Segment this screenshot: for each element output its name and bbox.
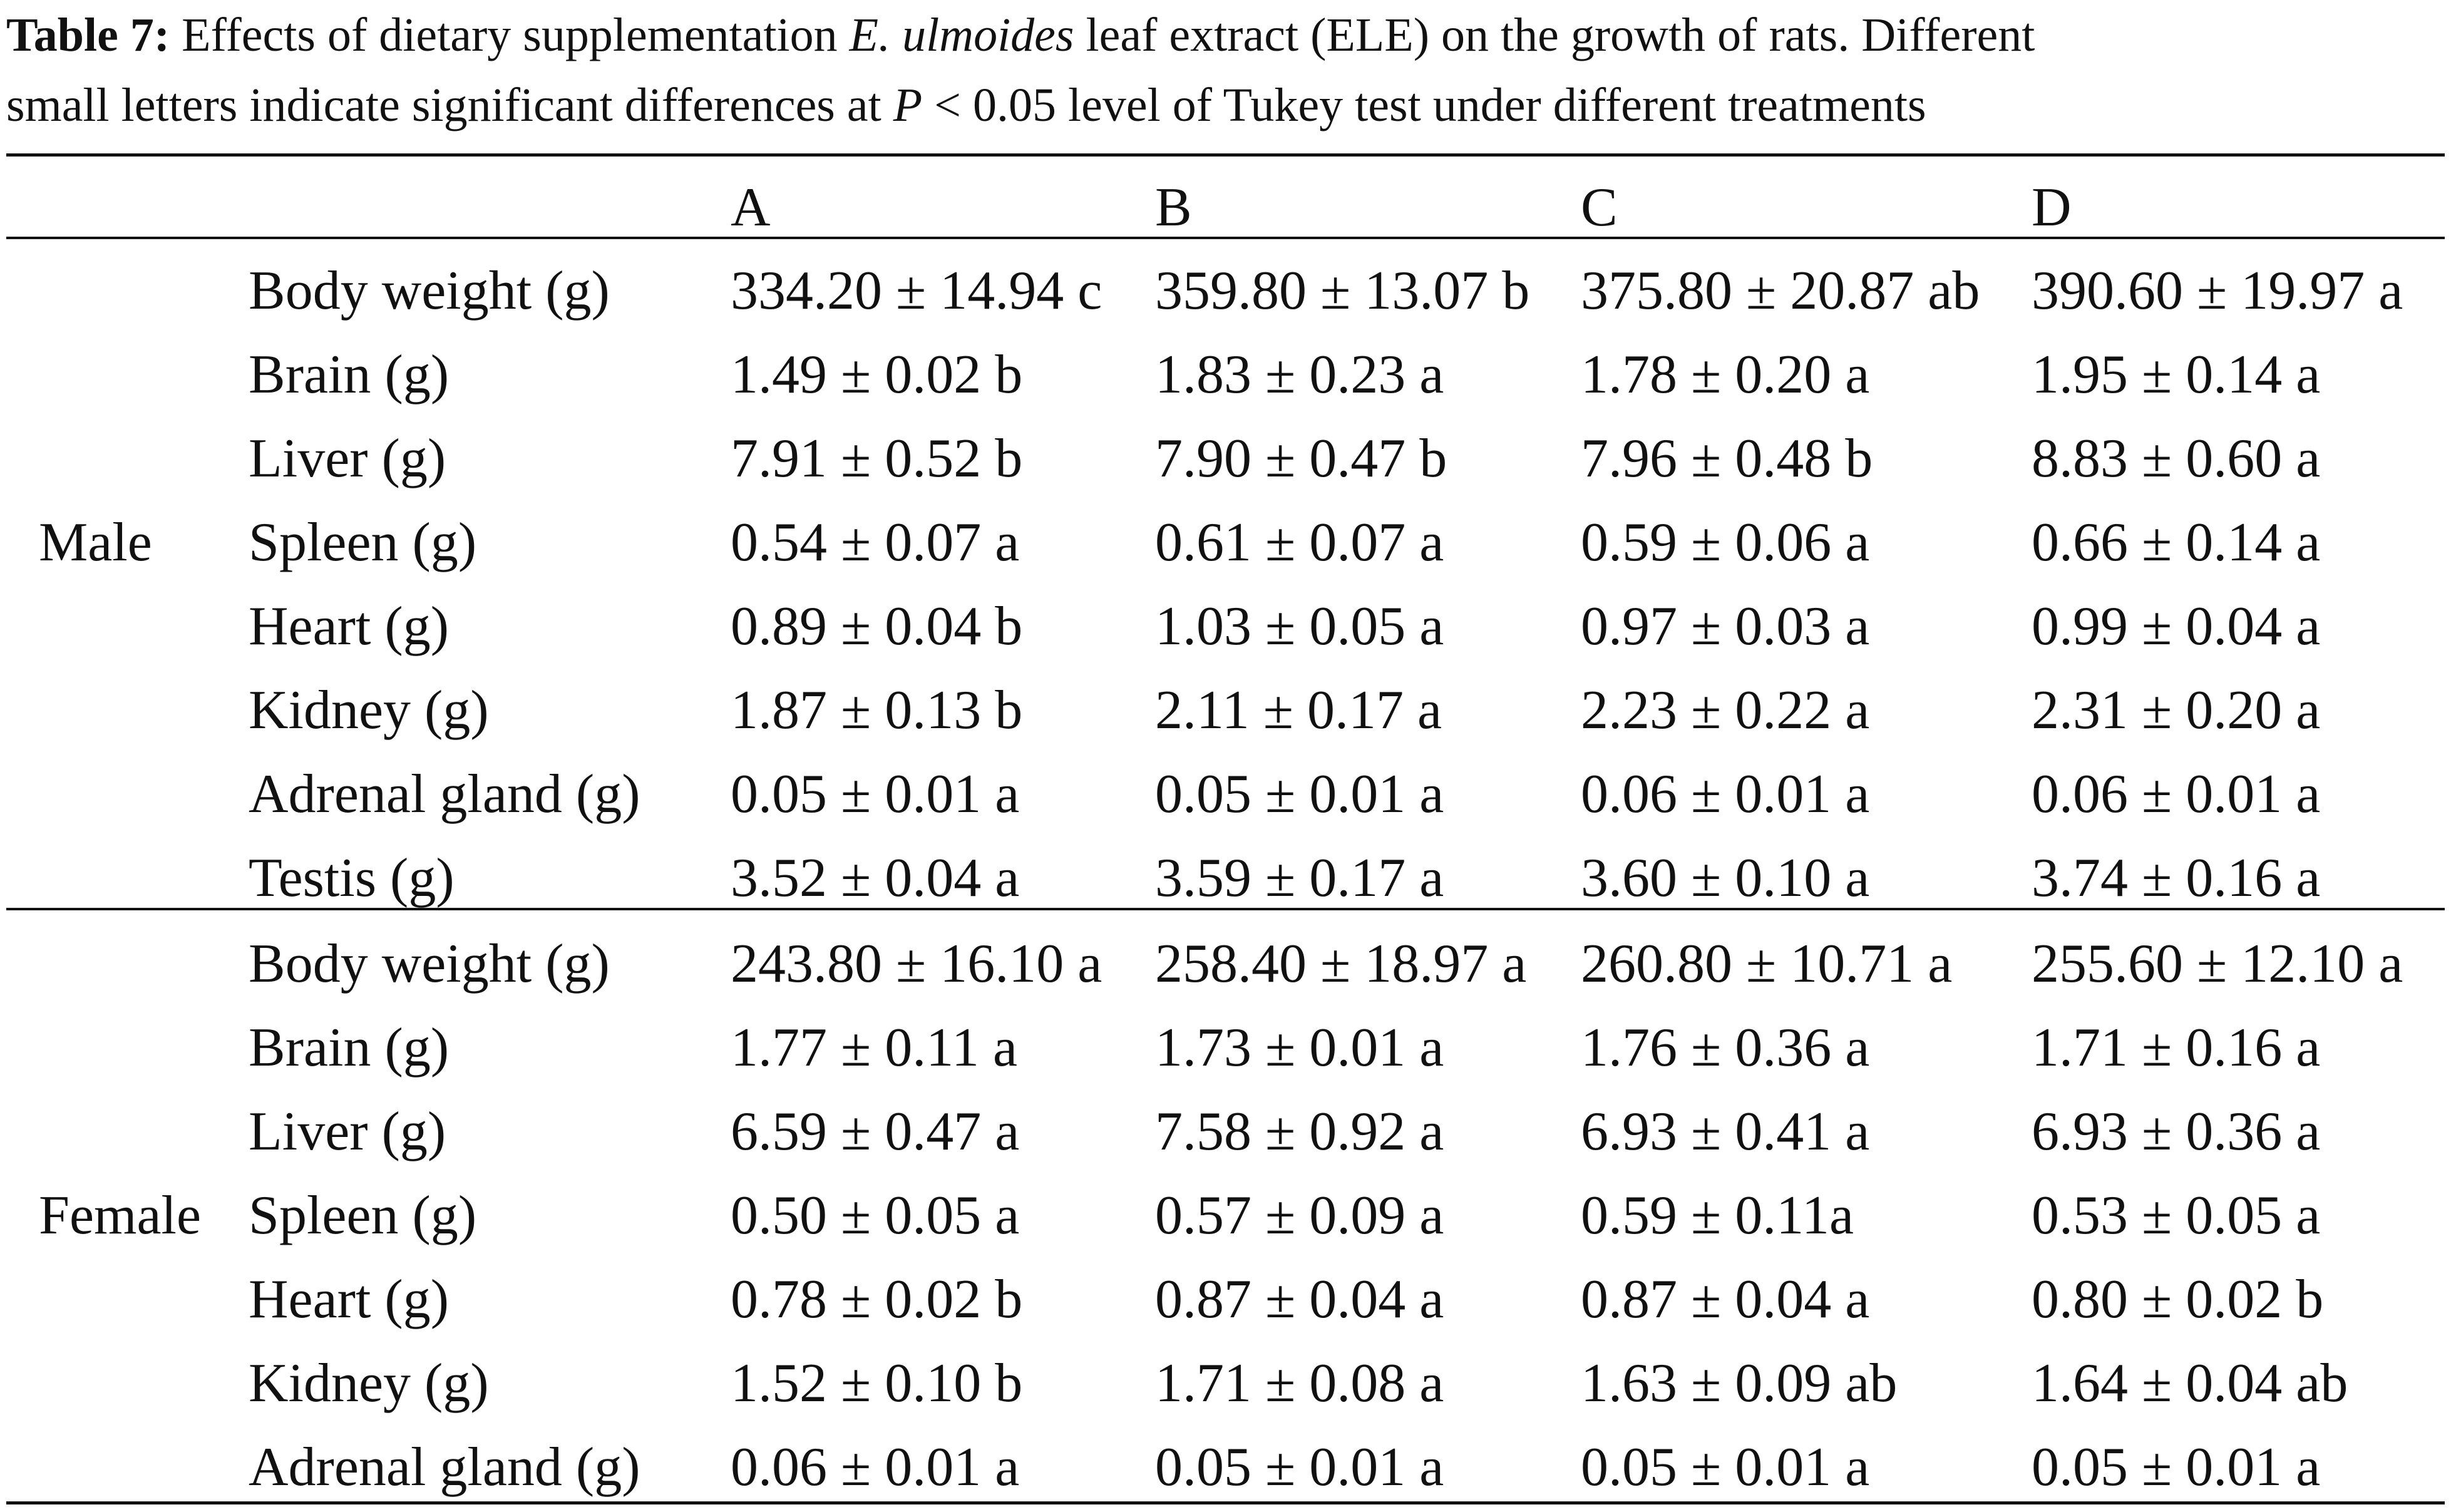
table-cell-value: 0.97 ± 0.03 a (1581, 596, 1870, 657)
table-cell-value: 7.91 ± 0.52 b (731, 428, 1023, 489)
table-cell-value: 0.57 ± 0.09 a (1155, 1185, 1444, 1246)
table-cell-value: 2.11 ± 0.17 a (1155, 680, 1442, 741)
table-cell-value: 7.96 ± 0.48 b (1581, 428, 1873, 489)
table-cell-value: 334.20 ± 14.94 c (731, 260, 1102, 321)
group-separator-rule (6, 908, 2445, 910)
caption-species: E. ulmoides (849, 9, 1074, 61)
table-cell-value: 6.93 ± 0.41 a (1581, 1101, 1870, 1162)
table-cell-value: 0.50 ± 0.05 a (731, 1185, 1020, 1246)
table-cell-value: 0.05 ± 0.01 a (1581, 1437, 1870, 1498)
caption-line-2: small letters indicate significant diffe… (6, 70, 2445, 140)
table-cell-value: 1.95 ± 0.14 a (2032, 344, 2321, 405)
table-cell-value: 258.40 ± 18.97 a (1155, 933, 1527, 994)
table-top-rule (6, 153, 2445, 157)
row-measure-label: Heart (g) (249, 1269, 450, 1330)
table-caption: Table 7: Effects of dietary supplementat… (6, 0, 2445, 140)
table-cell-value: 0.06 ± 0.01 a (1581, 764, 1870, 825)
table-cell-value: 1.78 ± 0.20 a (1581, 344, 1870, 405)
table-cell-value: 0.59 ± 0.06 a (1581, 512, 1870, 573)
table-cell-value: 1.49 ± 0.02 b (731, 344, 1023, 405)
row-measure-label: Adrenal gland (g) (249, 764, 640, 825)
table-cell-value: 0.05 ± 0.01 a (731, 764, 1020, 825)
table-bottom-rule (6, 1501, 2445, 1504)
caption-label: Table 7: (6, 9, 170, 61)
caption-line-1: Table 7: Effects of dietary supplementat… (6, 0, 2445, 70)
row-measure-label: Testis (g) (249, 848, 455, 908)
table-cell-value: 1.76 ± 0.36 a (1581, 1017, 1870, 1078)
column-header-c: C (1581, 177, 1618, 238)
table-cell-value: 0.80 ± 0.02 b (2032, 1269, 2324, 1330)
table-cell-value: 0.05 ± 0.01 a (2032, 1437, 2321, 1498)
table-cell-value: 3.52 ± 0.04 a (731, 848, 1020, 908)
column-header-a: A (731, 177, 771, 238)
table-cell-value: 1.83 ± 0.23 a (1155, 344, 1444, 405)
table-cell-value: 0.59 ± 0.11a (1581, 1185, 1854, 1246)
header-bottom-rule (6, 237, 2445, 239)
row-measure-label: Brain (g) (249, 344, 450, 405)
table-cell-value: 0.05 ± 0.01 a (1155, 1437, 1444, 1498)
table-cell-value: 255.60 ± 12.10 a (2032, 933, 2403, 994)
row-measure-label: Liver (g) (249, 1101, 446, 1162)
table-cell-value: 2.23 ± 0.22 a (1581, 680, 1870, 741)
table-cell-value: 0.87 ± 0.04 a (1581, 1269, 1870, 1330)
table-cell-value: 0.66 ± 0.14 a (2032, 512, 2321, 573)
row-measure-label: Body weight (g) (249, 933, 610, 994)
row-measure-label: Brain (g) (249, 1017, 450, 1078)
row-measure-label: Adrenal gland (g) (249, 1437, 640, 1498)
caption-text-part1: Effects of dietary supplementation (170, 9, 850, 61)
table-cell-value: 0.06 ± 0.01 a (2032, 764, 2321, 825)
table-cell-value: 0.87 ± 0.04 a (1155, 1269, 1444, 1330)
table-cell-value: 7.90 ± 0.47 b (1155, 428, 1447, 489)
table-cell-value: 1.87 ± 0.13 b (731, 680, 1023, 741)
table-cell-value: 3.59 ± 0.17 a (1155, 848, 1444, 908)
table-cell-value: 0.06 ± 0.01 a (731, 1437, 1020, 1498)
table-cell-value: 1.71 ± 0.16 a (2032, 1017, 2321, 1078)
table-cell-value: 1.63 ± 0.09 ab (1581, 1353, 1898, 1414)
table-cell-value: 390.60 ± 19.97 a (2032, 260, 2403, 321)
table-cell-value: 6.93 ± 0.36 a (2032, 1101, 2321, 1162)
caption-text-part2: leaf extract (ELE) on the growth of rats… (1074, 9, 2035, 61)
caption-text-line2b: < 0.05 level of Tukey test under differe… (922, 79, 1926, 131)
table-cell-value: 3.74 ± 0.16 a (2032, 848, 2321, 908)
table-cell-value: 2.31 ± 0.20 a (2032, 680, 2321, 741)
table-cell-value: 0.99 ± 0.04 a (2032, 596, 2321, 657)
table-cell-value: 1.52 ± 0.10 b (731, 1353, 1023, 1414)
table-cell-value: 1.77 ± 0.11 a (731, 1017, 1018, 1078)
table-cell-value: 375.80 ± 20.87 ab (1581, 260, 1980, 321)
table-cell-value: 0.53 ± 0.05 a (2032, 1185, 2321, 1246)
table-cell-value: 1.64 ± 0.04 ab (2032, 1353, 2348, 1414)
table-cell-value: 243.80 ± 16.10 a (731, 933, 1102, 994)
table-cell-value: 1.71 ± 0.08 a (1155, 1353, 1444, 1414)
table-cell-value: 0.05 ± 0.01 a (1155, 764, 1444, 825)
caption-p-symbol: P (893, 79, 923, 131)
row-measure-label: Spleen (g) (249, 512, 477, 573)
row-measure-label: Heart (g) (249, 596, 450, 657)
table-cell-value: 359.80 ± 13.07 b (1155, 260, 1530, 321)
row-measure-label: Liver (g) (249, 428, 446, 489)
row-measure-label: Kidney (g) (249, 1353, 489, 1414)
group-label-male: Male (39, 512, 152, 573)
caption-text-line2a: small letters indicate significant diffe… (6, 79, 893, 131)
table-cell-value: 0.89 ± 0.04 b (731, 596, 1023, 657)
table-cell-value: 6.59 ± 0.47 a (731, 1101, 1020, 1162)
row-measure-label: Body weight (g) (249, 260, 610, 321)
table-cell-value: 8.83 ± 0.60 a (2032, 428, 2321, 489)
table-cell-value: 3.60 ± 0.10 a (1581, 848, 1870, 908)
column-header-b: B (1155, 177, 1192, 238)
table-cell-value: 7.58 ± 0.92 a (1155, 1101, 1444, 1162)
table-cell-value: 0.61 ± 0.07 a (1155, 512, 1444, 573)
table-cell-value: 0.78 ± 0.02 b (731, 1269, 1023, 1330)
row-measure-label: Kidney (g) (249, 680, 489, 741)
table-cell-value: 260.80 ± 10.71 a (1581, 933, 1953, 994)
table-cell-value: 0.54 ± 0.07 a (731, 512, 1020, 573)
table-cell-value: 1.03 ± 0.05 a (1155, 596, 1444, 657)
group-label-female: Female (39, 1185, 202, 1246)
column-header-d: D (2032, 177, 2072, 238)
row-measure-label: Spleen (g) (249, 1185, 477, 1246)
table-cell-value: 1.73 ± 0.01 a (1155, 1017, 1444, 1078)
